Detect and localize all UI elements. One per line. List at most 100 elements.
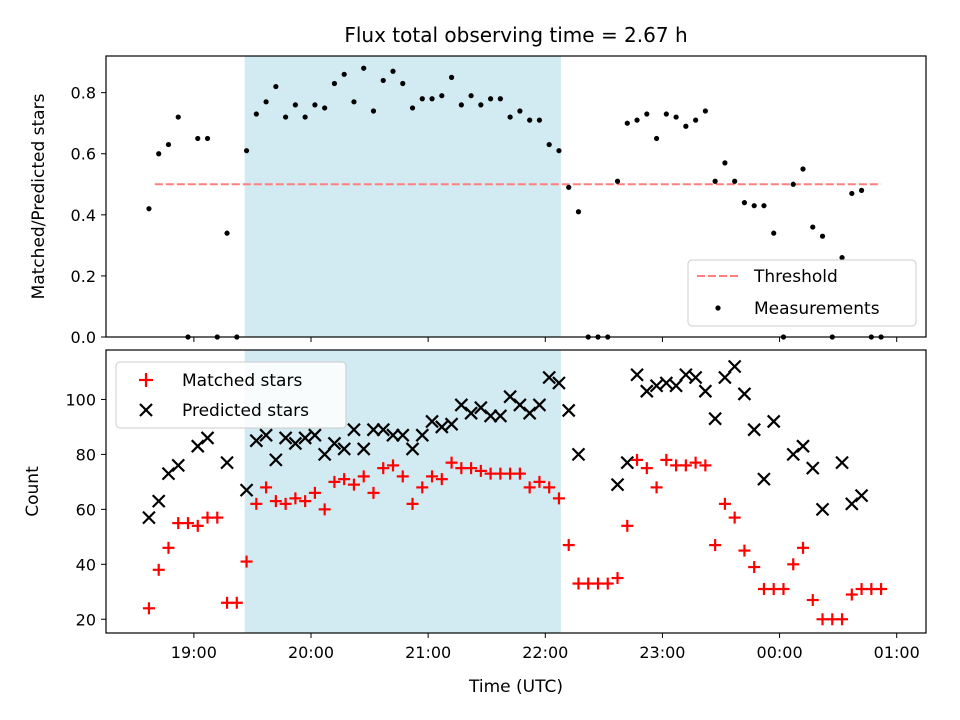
predicted-point <box>630 367 644 382</box>
predicted-point <box>815 502 830 517</box>
measurement-point <box>488 96 494 102</box>
matched-point <box>562 539 575 552</box>
measurement-point <box>634 117 640 123</box>
measurement-point <box>858 187 865 193</box>
matched-point <box>240 555 253 568</box>
matched-point <box>377 462 390 475</box>
predicted-point <box>747 422 761 437</box>
measurement-point <box>849 190 855 197</box>
predicted-point <box>308 428 322 442</box>
measurement-point <box>693 117 699 123</box>
bottom-panel: 20 40 60 80 100 19:00 20:00 21:00 22:00 23:00 00:… <box>23 349 927 697</box>
matched-point <box>357 470 370 483</box>
predicted-point <box>415 428 430 442</box>
x-tick-label: 01:00 <box>874 643 920 662</box>
predicted-point <box>366 422 381 437</box>
measurement-point <box>439 93 445 99</box>
matched-point <box>718 497 731 510</box>
matched-point <box>640 462 653 475</box>
measurement-point <box>673 114 679 120</box>
predicted-point <box>347 422 361 437</box>
bottom-y-tick-label: 100 <box>65 390 96 409</box>
matched-point <box>279 497 292 510</box>
measurement-point <box>400 80 406 87</box>
matched-point <box>387 459 399 472</box>
measurement-point <box>624 120 630 126</box>
matched-point <box>260 481 273 494</box>
predicted-point <box>669 378 683 393</box>
predicted-point <box>249 433 264 448</box>
measurement-point <box>575 209 582 215</box>
measurement-point <box>302 114 308 120</box>
legend-predicted-label: Predicted stars <box>182 401 309 421</box>
predicted-point <box>571 447 586 462</box>
legend-measurements-swatch <box>715 305 721 311</box>
measurement-point <box>683 123 689 129</box>
top-y-tick-label: 0.2 <box>71 267 96 286</box>
measurement-point <box>468 93 474 99</box>
predicted-point <box>464 406 478 420</box>
bottom-y-tick-label: 60 <box>76 500 96 519</box>
matched-point <box>338 473 351 486</box>
matched-point <box>689 456 702 469</box>
matched-point <box>406 497 419 510</box>
matched-point <box>797 541 809 554</box>
measurement-point <box>204 135 211 142</box>
chart-title: Flux total observing time = 2.67 h <box>344 23 687 47</box>
measurement-point <box>702 108 708 114</box>
legend-matched-swatch <box>139 373 153 387</box>
measurement-point <box>556 148 562 154</box>
predicted-point <box>718 370 732 385</box>
matched-point <box>416 481 429 494</box>
legend-measurements-label: Measurements <box>754 299 880 319</box>
predicted-point <box>171 458 186 473</box>
matched-point <box>650 481 663 494</box>
predicted-point <box>640 384 654 398</box>
matched-point <box>601 577 614 590</box>
matched-point <box>191 519 204 532</box>
matched-point <box>523 481 536 494</box>
predicted-point <box>620 455 635 470</box>
matched-point <box>445 456 458 469</box>
predicted-point <box>386 428 400 442</box>
matched-point <box>631 453 644 466</box>
matched-point <box>250 497 263 510</box>
matched-point <box>396 470 409 483</box>
matched-point <box>699 459 712 472</box>
measurement-point <box>361 65 367 71</box>
measurement-point <box>819 233 826 239</box>
top-x-ticks <box>193 337 898 342</box>
measurement-point <box>322 105 328 111</box>
matched-point <box>308 486 321 499</box>
predicted-point <box>142 510 156 525</box>
matched-point <box>806 594 819 607</box>
legend-predicted-swatch <box>139 403 153 417</box>
matched-stars-points <box>142 453 888 626</box>
predicted-point <box>298 431 312 445</box>
matched-point <box>709 539 722 552</box>
predicted-point <box>337 442 351 456</box>
predicted-point <box>708 411 722 426</box>
measurement-point <box>156 151 162 157</box>
matched-point <box>777 583 790 596</box>
predicted-point <box>259 428 273 442</box>
matched-point <box>845 588 858 601</box>
predicted-point <box>239 483 254 497</box>
measurement-point <box>165 141 172 148</box>
measurement-point <box>732 178 738 184</box>
predicted-point <box>395 428 410 442</box>
matched-point <box>552 492 565 505</box>
measurement-point <box>663 111 669 117</box>
matched-point <box>836 613 849 626</box>
predicted-point <box>659 376 674 390</box>
measurement-point <box>478 102 484 108</box>
predicted-point <box>698 384 713 398</box>
predicted-point <box>542 370 556 385</box>
predicted-point <box>317 447 332 462</box>
measurement-point <box>419 96 425 102</box>
measurement-point <box>390 68 396 74</box>
top-y-tick-label: 0.0 <box>71 328 96 347</box>
matched-point <box>347 478 360 491</box>
predicted-point <box>200 431 215 445</box>
